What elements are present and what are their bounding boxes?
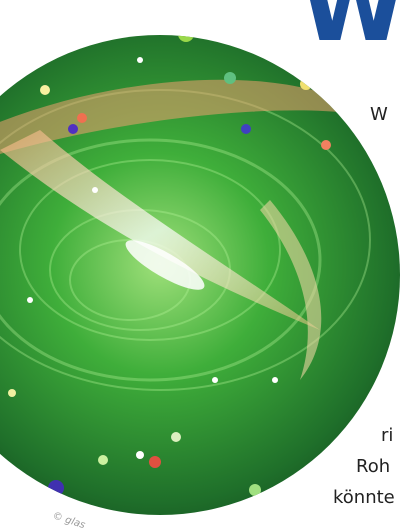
text-line: ri	[381, 425, 393, 446]
heading: Wi	[300, 0, 411, 63]
text-line: Roh	[356, 456, 390, 477]
image-credit: © glas	[51, 510, 86, 528]
text-line: W	[370, 104, 388, 125]
text-line: könnte	[333, 487, 395, 508]
